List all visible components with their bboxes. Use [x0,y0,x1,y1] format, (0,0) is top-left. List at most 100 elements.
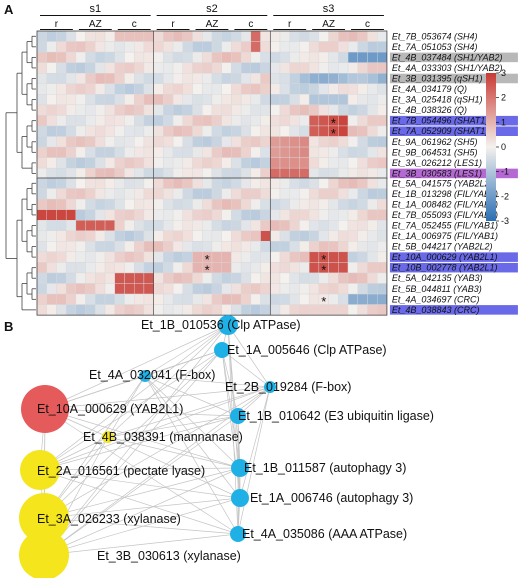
heatmap-cell [270,104,281,116]
heatmap-cell [85,177,96,189]
heatmap-cell [377,272,388,284]
heatmap-cell [36,136,47,148]
network-edge [39,469,239,535]
heatmap-cell [270,283,281,295]
heatmap-cell [357,72,368,84]
gene-label: Et_5B_044217 (YAB2L2) [392,242,493,252]
heatmap-cell [202,125,213,137]
heatmap-cell [143,125,154,137]
heatmap-cell [279,177,290,189]
heatmap-cell [75,115,86,127]
heatmap-cell [250,104,261,116]
heatmap-cell [279,209,290,221]
gene-label: Et_4B_038843 (CRC) [392,305,480,315]
heatmap-cell [172,94,184,106]
heatmap-cell [172,272,184,284]
heatmap-cell [202,188,213,200]
heatmap-cell [36,272,47,284]
heatmap-cell [124,62,135,74]
heatmap-cell [328,83,339,95]
heatmap-cell [114,251,125,263]
heatmap-cell [75,177,86,189]
heatmap-cell [308,167,320,179]
heatmap-cell [250,51,261,63]
heatmap-cell [124,304,135,316]
heatmap-cell [347,146,358,158]
tissue-label-r: r [171,19,175,30]
heatmap-cell [308,83,320,95]
heatmap-cell [250,198,261,210]
heatmap-cell [202,146,213,158]
heatmap-cell [240,62,252,74]
network-node-label: Et_1B_010536 (Clp ATPase) [141,318,301,332]
significance-asterisk: * [331,115,336,130]
heatmap-cell [182,157,193,169]
network-node-label: Et_4B_038391 (mannanase) [83,430,243,444]
heatmap-cell [377,293,388,305]
heatmap-cell [172,51,184,63]
heatmap-cell [124,293,135,305]
network-edge [107,436,241,469]
heatmap-cell [260,83,271,95]
heatmap-cell [124,251,135,263]
heatmap-cell [279,283,290,295]
heatmap-cell [260,230,271,242]
heatmap-cell [211,157,222,169]
heatmap-cell [347,272,358,284]
heatmap-cell [95,51,106,63]
heatmap-cell [56,241,67,253]
heatmap-cell [338,272,349,284]
heatmap-cell [308,51,320,63]
heatmap-cell [75,146,86,158]
heatmap-cell [308,125,320,137]
network-node-label: Et_3A_026233 (xylanase) [37,512,181,526]
heatmap-cell [163,304,174,316]
heatmap-cell [308,293,320,305]
heatmap-cell [270,198,281,210]
heatmap-cell [270,219,281,231]
heatmap-cell [153,293,164,305]
heatmap-cell [114,136,125,148]
heatmap-cell [95,262,106,274]
heatmap-cell [46,167,57,179]
heatmap-cell [240,293,252,305]
heatmap-cell [270,83,281,95]
heatmap-cell [104,262,115,274]
heatmap-cell [250,72,261,84]
network-edge [39,467,241,471]
heatmap-cell [56,177,67,189]
heatmap-cell [143,198,154,210]
heatmap-cell [377,104,388,116]
heatmap-cell [231,188,242,200]
heatmap-cell [240,198,252,210]
heatmap-cell [211,62,222,74]
heatmap-cell [172,209,184,221]
heatmap-cell [211,241,222,253]
heatmap-cell [114,283,125,295]
heatmap-cell [211,209,222,221]
heatmap-cell [260,62,271,74]
heatmap-cell [202,283,213,295]
heatmap-cell [357,157,368,169]
heatmap-cell [308,198,320,210]
heatmap-cell [153,83,164,95]
color-scale-tick-label: -3 [501,216,509,226]
heatmap-cell [221,72,232,84]
heatmap-cell [211,51,222,63]
heatmap-cell [202,241,213,253]
heatmap-cell [367,251,378,263]
heatmap-cell [65,198,77,210]
network-edge [144,375,271,388]
network-edge [39,415,239,471]
heatmap-cell [299,41,310,53]
heatmap-cell [328,209,339,221]
heatmap-cell [192,30,203,42]
significance-asterisk: * [331,126,336,141]
network-edge [107,386,271,438]
heatmap-cell [338,83,349,95]
heatmap-cell [250,251,261,263]
gene-label-highlight [389,168,518,179]
heatmap-cell [260,41,271,53]
heatmap-cell [270,94,281,106]
